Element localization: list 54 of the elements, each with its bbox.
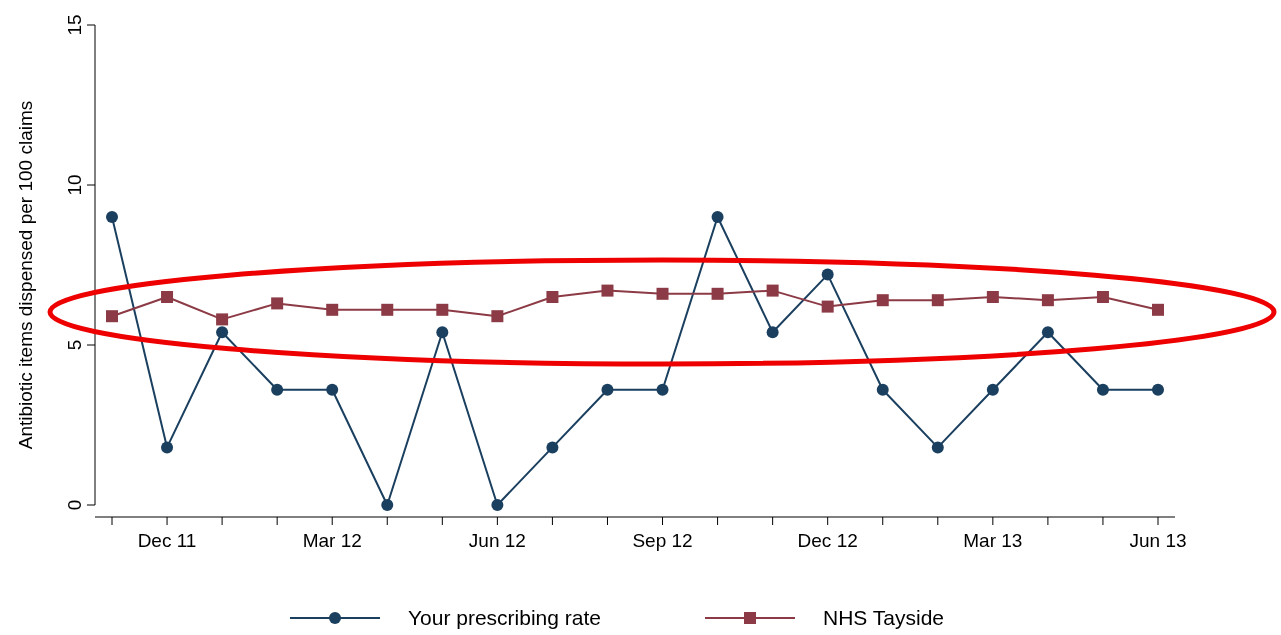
y-tick-label: 5: [64, 339, 85, 351]
x-tick-label: Mar 12: [302, 530, 362, 551]
point: [271, 297, 284, 310]
point: [821, 300, 834, 313]
point: [271, 383, 284, 396]
x-tick-label: Dec 11: [137, 530, 197, 551]
point: [656, 383, 669, 396]
x-tick-label: Sep 12: [632, 530, 693, 551]
point: [546, 441, 559, 454]
point: [1096, 383, 1109, 396]
point: [766, 284, 779, 297]
point: [986, 383, 999, 396]
y-tick-label: 15: [64, 14, 85, 36]
point: [161, 441, 174, 454]
point: [1152, 303, 1164, 316]
x-tick-label: Jun 13: [1129, 530, 1187, 551]
point: [491, 499, 504, 511]
point: [1096, 291, 1109, 303]
point: [931, 294, 944, 307]
point: [931, 441, 944, 454]
legend-label: NHS Tayside: [823, 606, 944, 629]
point: [821, 268, 834, 281]
point: [876, 294, 889, 307]
point: [491, 310, 504, 323]
point: [326, 303, 339, 316]
point: [766, 326, 779, 339]
point: [876, 383, 889, 396]
point: [1041, 294, 1054, 307]
point: [436, 326, 449, 339]
point: [161, 291, 174, 303]
x-tick-label: Dec 12: [797, 530, 858, 551]
point: [711, 287, 724, 300]
x-tick-label: Mar 13: [963, 530, 1023, 551]
point: [106, 310, 118, 323]
y-tick-label: 0: [64, 499, 85, 511]
point: [711, 211, 724, 223]
point: [986, 291, 999, 303]
x-tick-label: Jun 12: [468, 530, 526, 551]
legend-label: Your prescribing rate: [408, 606, 601, 629]
point: [546, 291, 559, 303]
point: [381, 303, 394, 316]
point: [381, 499, 394, 511]
point: [436, 303, 449, 316]
point: [216, 326, 229, 339]
point: [106, 211, 118, 223]
point: [601, 383, 614, 396]
point: [216, 313, 229, 326]
y-tick-label: 10: [64, 174, 85, 196]
point: [1152, 383, 1164, 396]
point: [601, 284, 614, 297]
y-axis-title: Antibiotic items dispensed per 100 claims: [15, 100, 36, 450]
point: [1041, 326, 1054, 339]
point: [656, 287, 669, 300]
point: [326, 383, 339, 396]
